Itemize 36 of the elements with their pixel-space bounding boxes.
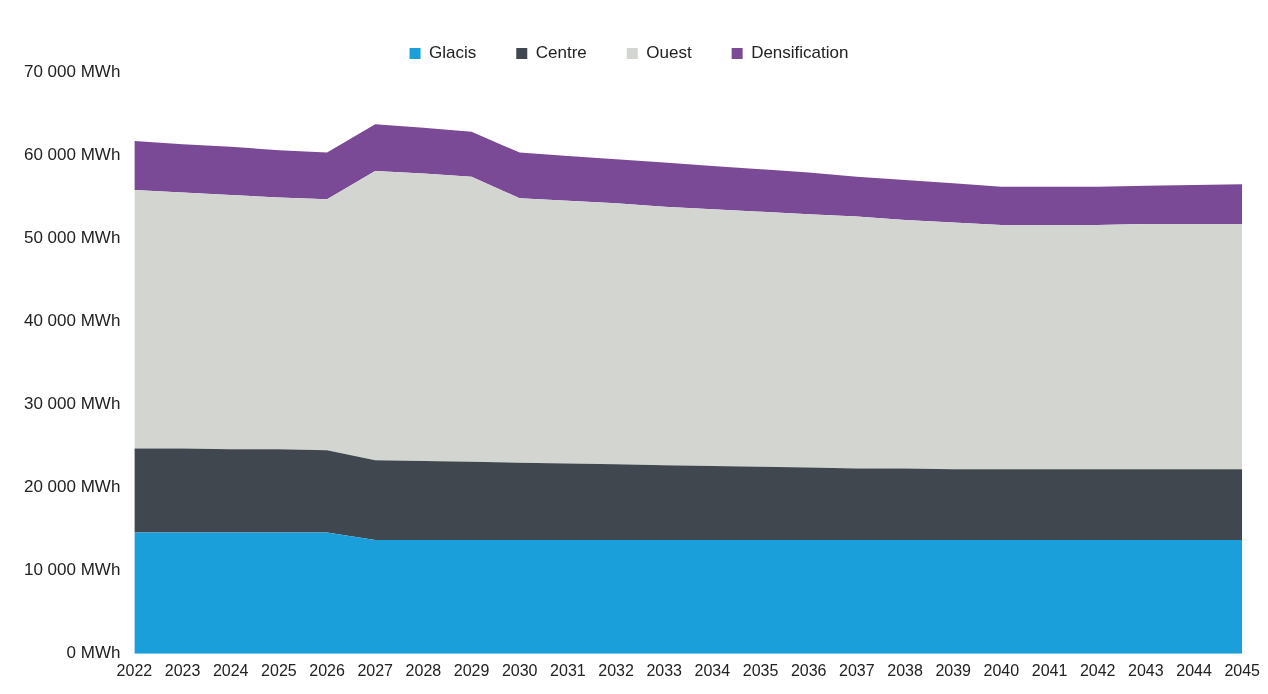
- x-tick-label: 2024: [212, 661, 249, 679]
- x-tick-label: 2032: [598, 661, 634, 679]
- legend-label: Densification: [751, 43, 849, 63]
- x-tick-label: 2037: [839, 661, 875, 679]
- x-tick-label: 2045: [1224, 661, 1261, 679]
- x-tick-label: 2038: [887, 661, 923, 679]
- x-tick-label: 2029: [453, 661, 490, 679]
- y-tick-label: 0 MWh: [66, 643, 121, 663]
- x-tick-label: 2027: [357, 661, 394, 679]
- x-tick-label: 2040: [983, 661, 1020, 679]
- x-tick-label: 2026: [309, 661, 345, 679]
- legend-label: Glacis: [429, 43, 477, 63]
- x-tick-label: 2036: [790, 661, 827, 679]
- y-tick-label: 10 000 MWh: [23, 560, 121, 580]
- y-tick-label: 20 000 MWh: [23, 477, 121, 497]
- x-tick-label: 2033: [646, 661, 683, 679]
- legend-label: Ouest: [646, 43, 692, 63]
- x-tick-label: 2023: [164, 661, 201, 679]
- x-tick-label: 2028: [405, 661, 442, 679]
- x-tick-label: 2022: [116, 661, 153, 679]
- x-tick-label: 2025: [261, 661, 297, 679]
- x-tick-label: 2031: [550, 661, 586, 679]
- x-tick-label: 2041: [1031, 661, 1068, 679]
- x-tick-label: 2039: [935, 661, 972, 679]
- y-tick-label: 50 000 MWh: [23, 227, 121, 247]
- x-tick-label: 2043: [1128, 661, 1164, 679]
- x-tick-label: 2035: [742, 661, 779, 679]
- y-tick-label: 70 000 MWh: [23, 61, 121, 81]
- x-tick-label: 2030: [501, 661, 538, 679]
- x-tick-label: 2042: [1079, 661, 1116, 679]
- legend-label: Centre: [535, 43, 587, 63]
- y-tick-label: 30 000 MWh: [23, 394, 121, 414]
- x-tick-label: 2044: [1176, 661, 1212, 679]
- y-tick-label: 40 000 MWh: [23, 311, 121, 331]
- y-tick-label: 60 000 MWh: [23, 144, 121, 164]
- x-tick-label: 2034: [694, 661, 731, 679]
